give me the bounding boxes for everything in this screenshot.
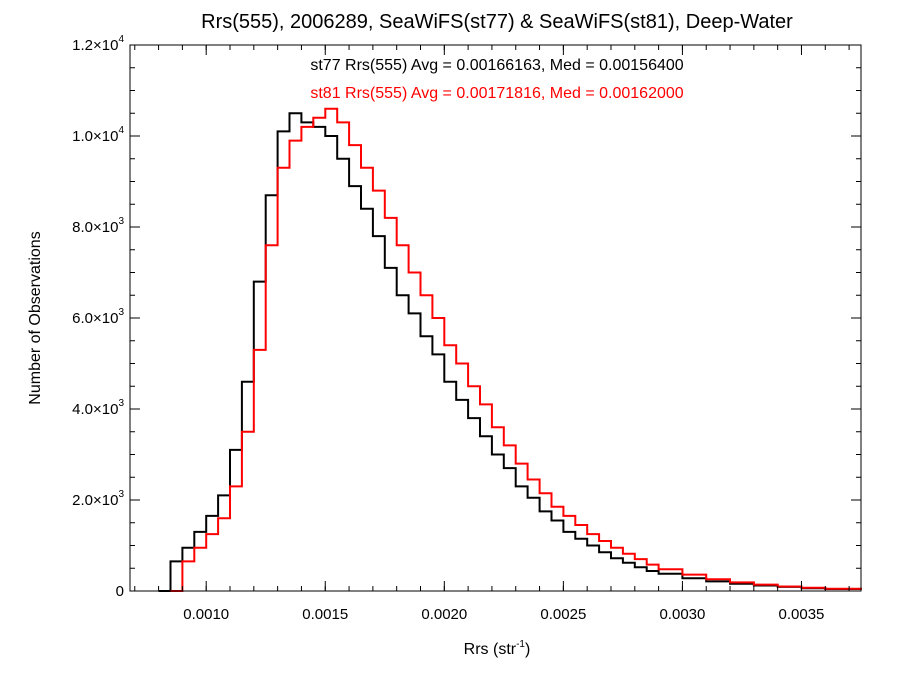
y-tick-label: 1.0×104: [72, 125, 124, 145]
x-axis-label-sup: -1: [516, 639, 525, 650]
x-tick-label: 0.0010: [183, 606, 229, 623]
x-axis-label-close: ): [525, 641, 530, 658]
y-tick-label: 6.0×103: [72, 307, 124, 327]
chart-title: Rrs(555), 2006289, SeaWiFS(st77) & SeaWi…: [201, 11, 793, 33]
y-tick-label: 2.0×103: [72, 489, 124, 509]
histogram-series-st81: [170, 107, 862, 592]
plot-area: 0.0010 0.0015 0.0020 0.0025 0.0030 0.0035 0 2.…: [72, 34, 862, 623]
x-tick-label: 0.0020: [421, 606, 467, 623]
x-tick-label: 0.0015: [302, 606, 348, 623]
x-tick-label: 0.0030: [659, 606, 705, 623]
y-tick-label: 4.0×103: [72, 398, 124, 418]
x-axis-label-main: Rrs (str: [464, 641, 517, 658]
annotation-st77: st77 Rrs(555) Avg = 0.00166163, Med = 0.…: [310, 57, 683, 74]
histogram-series-st77: [158, 112, 862, 592]
annotation-st81: st81 Rrs(555) Avg = 0.00171816, Med = 0.…: [310, 85, 683, 102]
series-layer: [158, 107, 862, 592]
y-axis-label: Number of Observations: [27, 231, 44, 404]
y-tick-label: 0: [116, 583, 124, 600]
y-axis-ticks: 0 2.0×103 4.0×103 6.0×103 8.0×103 1.0×104 1.2×…: [72, 34, 861, 600]
x-tick-label: 0.0035: [779, 606, 825, 623]
plot-frame: [129, 44, 862, 592]
x-tick-label: 0.0025: [540, 606, 586, 623]
y-tick-label: 1.2×104: [72, 34, 124, 54]
x-axis-ticks: 0.0010 0.0015 0.0020 0.0025 0.0030 0.0035: [134, 45, 850, 623]
x-axis-label: Rrs (str-1): [464, 639, 531, 658]
y-tick-label: 8.0×103: [72, 216, 124, 236]
